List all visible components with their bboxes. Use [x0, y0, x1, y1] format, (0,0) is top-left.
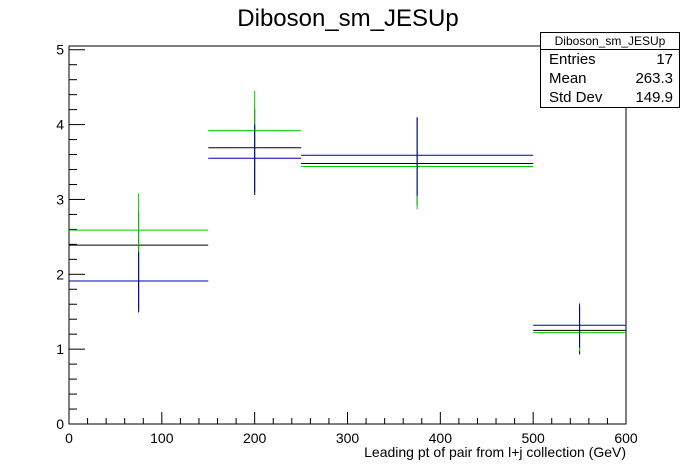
- entries-value: 17: [656, 51, 673, 68]
- x-tick-label: 100: [150, 430, 174, 446]
- y-tick-label: 5: [56, 42, 64, 58]
- x-tick-label: 500: [521, 430, 545, 446]
- entries-label: Entries: [549, 51, 596, 68]
- x-tick-label: 400: [429, 430, 453, 446]
- stats-row-entries: Entries 17: [541, 50, 679, 69]
- stats-title: Diboson_sm_JESUp: [541, 33, 679, 50]
- mean-label: Mean: [549, 70, 587, 87]
- y-tick-label: 0: [56, 416, 64, 432]
- mean-value: 263.3: [635, 70, 673, 87]
- x-tick-label: 0: [65, 430, 73, 446]
- axes: 0 100 200 300 400 500 600 0 1 2 3 4 5: [56, 42, 638, 446]
- x-tick-label: 600: [614, 430, 638, 446]
- stddev-value: 149.9: [635, 89, 673, 106]
- y-tick-label: 1: [56, 341, 64, 357]
- x-tick-label: 200: [243, 430, 267, 446]
- x-tick-label: 300: [336, 430, 360, 446]
- x-axis-label: Leading pt of pair from l+j collection (…: [364, 444, 626, 460]
- stats-box: Diboson_sm_JESUp Entries 17 Mean 263.3 S…: [540, 32, 680, 108]
- stats-row-mean: Mean 263.3: [541, 69, 679, 88]
- data-marks: [69, 90, 626, 355]
- stddev-label: Std Dev: [549, 89, 603, 106]
- y-tick-label: 2: [56, 266, 64, 282]
- stats-row-stddev: Std Dev 149.9: [541, 88, 679, 107]
- chart-title: Diboson_sm_JESUp: [237, 5, 458, 32]
- y-tick-label: 4: [56, 117, 64, 133]
- y-tick-label: 3: [56, 191, 64, 207]
